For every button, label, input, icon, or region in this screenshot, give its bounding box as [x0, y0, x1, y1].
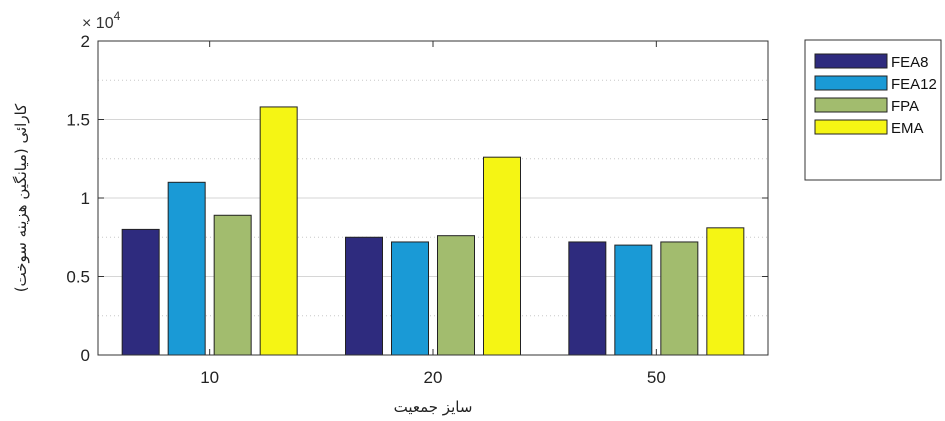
x-tick-label: 20: [424, 368, 443, 387]
y-axis-label: کارائی (میانگین هزینه سوخت): [12, 103, 30, 292]
legend-label-fea12: FEA12: [891, 76, 937, 93]
bar-fea8-50: [569, 242, 606, 355]
legend: FEA8 FEA12 FPA EMA: [805, 40, 941, 180]
bar-fea12-20: [392, 242, 429, 355]
bar-ema-20: [484, 157, 521, 355]
y-tick-label: 2: [81, 32, 90, 51]
y-tick-label: 1: [81, 189, 90, 208]
y-tick-label: 1.5: [66, 111, 90, 130]
bar-ema-50: [707, 228, 744, 355]
legend-swatch-fea8: [815, 54, 887, 68]
bar-ema-10: [260, 107, 297, 355]
bar-fea8-10: [122, 229, 159, 355]
bar-fea12-10: [168, 182, 205, 355]
legend-swatch-ema: [815, 120, 887, 134]
bar-fea8-20: [346, 237, 383, 355]
y-exponent-power: 4: [114, 9, 121, 23]
bar-fea12-50: [615, 245, 652, 355]
y-tick-label: 0: [81, 346, 90, 365]
x-axis-label: سایز جمعیت: [394, 398, 473, 416]
legend-label-ema: EMA: [891, 120, 924, 137]
bar-fpa-20: [438, 236, 475, 355]
bar-fpa-50: [661, 242, 698, 355]
x-tick-label: 10: [200, 368, 219, 387]
y-exponent-base: × 10: [82, 15, 114, 32]
legend-swatch-fea12: [815, 76, 887, 90]
x-tick-label: 50: [647, 368, 666, 387]
legend-label-fea8: FEA8: [891, 54, 929, 71]
y-tick-label: 0.5: [66, 268, 90, 287]
legend-label-fpa: FPA: [891, 98, 919, 115]
legend-swatch-fpa: [815, 98, 887, 112]
bar-fpa-10: [214, 215, 251, 355]
